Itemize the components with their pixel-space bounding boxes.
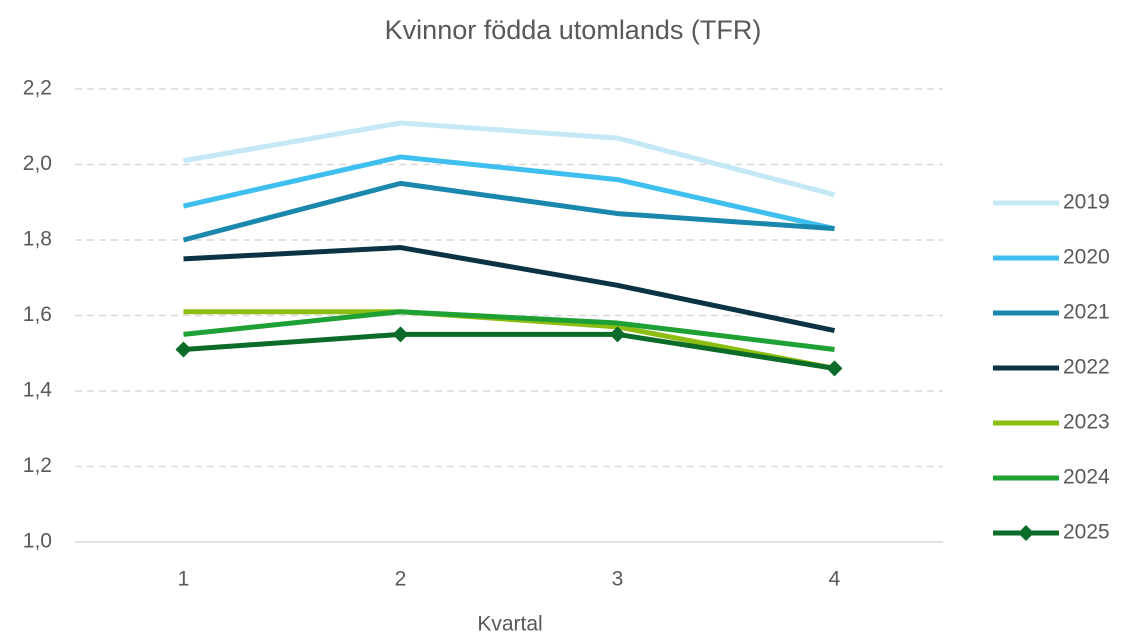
legend-label: 2025 [1063, 521, 1110, 544]
point-marker [609, 326, 626, 343]
chart-title: Kvinnor födda utomlands (TFR) [385, 15, 762, 45]
legend-label: 2021 [1063, 301, 1110, 324]
legend-label: 2019 [1063, 191, 1110, 214]
x-tick-label: 2 [395, 568, 407, 591]
legend-label: 2024 [1063, 466, 1110, 489]
y-tick-label: 2,2 [23, 77, 52, 100]
y-tick-label: 2,0 [23, 152, 52, 175]
legend-marker [1018, 525, 1034, 541]
x-tick-label: 1 [178, 568, 190, 591]
x-tick-label: 3 [612, 568, 624, 591]
y-tick-label: 1,4 [23, 379, 53, 402]
point-marker [175, 341, 192, 358]
y-tick-label: 1,2 [23, 454, 52, 477]
x-axis-label: Kvartal [477, 613, 542, 636]
y-tick-label: 1,8 [23, 228, 52, 251]
y-tick-label: 1,6 [23, 303, 52, 326]
line-series [182, 180, 835, 243]
legend-label: 2020 [1063, 246, 1110, 269]
point-marker [392, 326, 409, 343]
legend-label: 2022 [1063, 356, 1110, 379]
legend-label: 2023 [1063, 411, 1110, 434]
line-series [183, 245, 836, 334]
y-tick-label: 1,0 [23, 530, 52, 553]
line-series [182, 154, 836, 232]
line-series [183, 331, 835, 371]
line-series [183, 309, 835, 352]
x-tick-label: 4 [829, 568, 841, 591]
line-series [183, 120, 836, 198]
point-marker [826, 360, 843, 377]
